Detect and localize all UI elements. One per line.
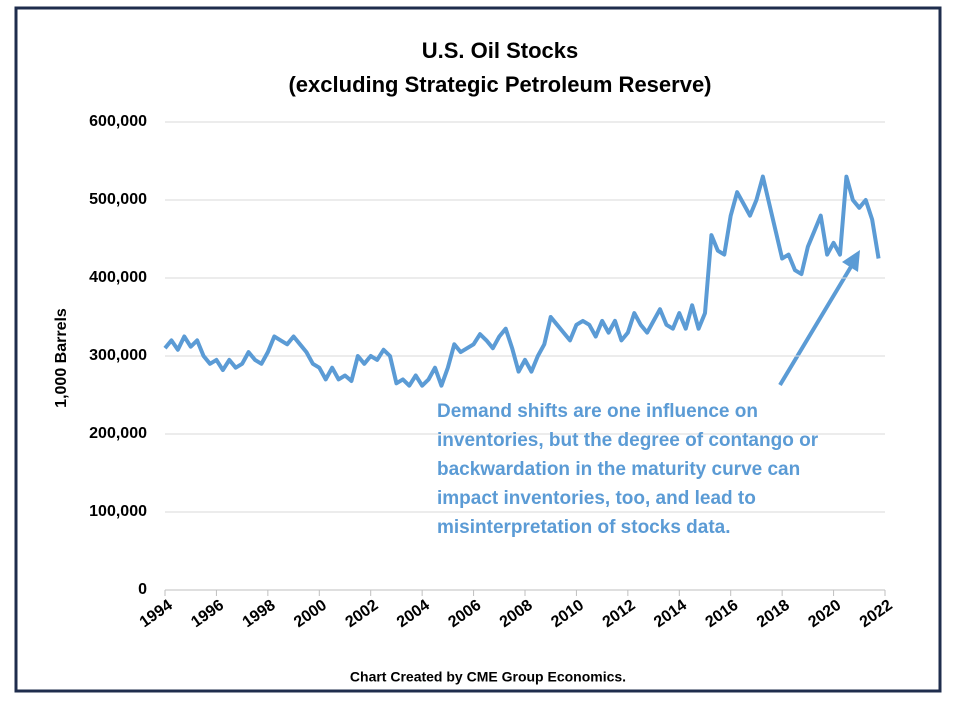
y-tick-label: 0	[138, 581, 147, 598]
arrow-head	[842, 250, 860, 272]
annotation: inventories, but the degree of contango …	[437, 430, 819, 451]
chart-subtitle: (excluding Strategic Petroleum Reserve)	[288, 72, 711, 97]
y-tick-label: 200,000	[89, 425, 147, 442]
y-axis-label: 1,000 Barrels	[53, 308, 70, 408]
annotation: Demand shifts are one influence on	[437, 401, 758, 422]
y-tick-label: 500,000	[89, 191, 147, 208]
chart-title: U.S. Oil Stocks	[422, 38, 579, 63]
arrow	[778, 258, 857, 387]
footer: Chart Created by CME Group Economics.	[350, 669, 626, 685]
y-tick-label: 400,000	[89, 269, 147, 286]
annotation: misinterpretation of stocks data.	[437, 517, 731, 538]
y-tick-label: 300,000	[89, 347, 147, 364]
annotation: impact inventories, too, and lead to	[437, 488, 756, 509]
annotation: backwardation in the maturity curve can	[437, 459, 800, 480]
y-tick-label: 100,000	[89, 503, 147, 520]
y-tick-label: 600,000	[89, 113, 147, 130]
data-line	[163, 174, 881, 388]
